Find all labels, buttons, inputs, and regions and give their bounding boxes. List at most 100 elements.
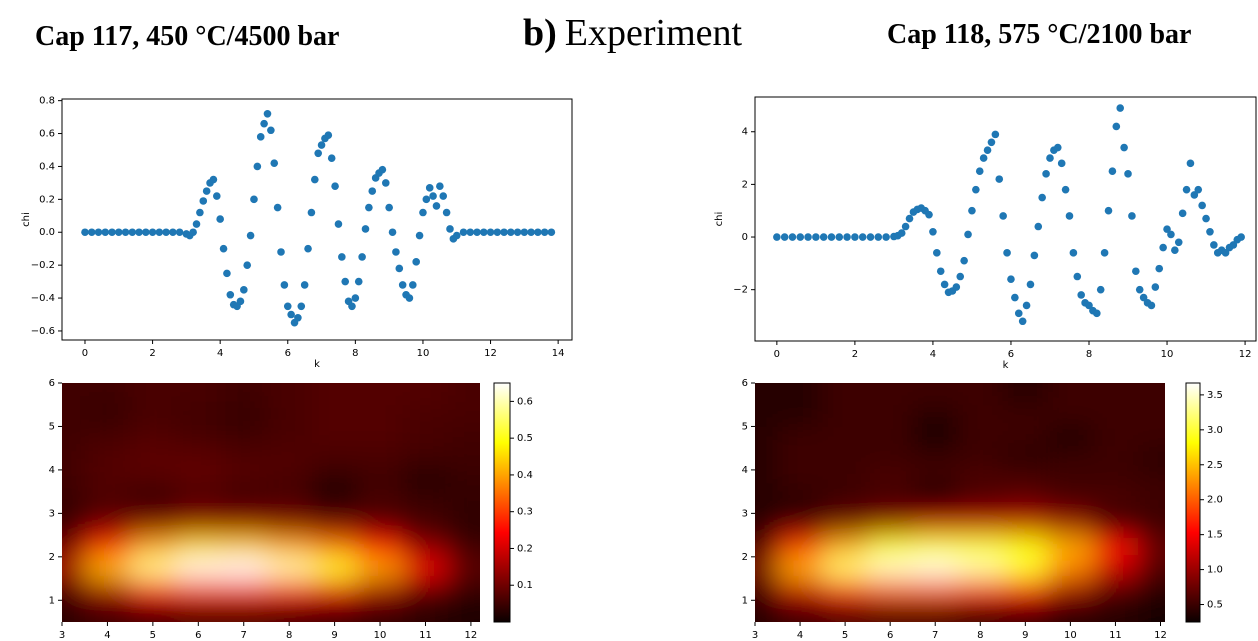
- y-tick-label: 0.6: [39, 129, 55, 140]
- y-tick-label: 6: [49, 378, 55, 389]
- heat-cell: [130, 578, 177, 601]
- point: [223, 269, 231, 278]
- heat-cell: [867, 578, 914, 601]
- heat-cell: [1092, 469, 1139, 493]
- point: [273, 203, 282, 212]
- heat-cell: [221, 556, 267, 580]
- point: [858, 233, 867, 241]
- heat-cell: [1047, 535, 1094, 558]
- point: [1229, 241, 1238, 249]
- x-tick-label: 14: [552, 348, 565, 359]
- y-tick-label: −2: [733, 285, 748, 296]
- point: [534, 228, 542, 237]
- x-tick-label: 4: [797, 630, 803, 641]
- point: [216, 215, 224, 223]
- point: [354, 277, 363, 286]
- heat-cell: [755, 578, 779, 601]
- heat-cell: [867, 404, 914, 427]
- heat-cell: [448, 535, 480, 558]
- point: [378, 165, 387, 174]
- y-axis-label: chi: [714, 212, 725, 227]
- heat-cell: [957, 448, 1004, 471]
- point: [263, 110, 272, 118]
- heat-cell: [1092, 600, 1139, 622]
- heat-cell: [957, 469, 1004, 493]
- heat-cell: [1002, 556, 1049, 580]
- point: [439, 192, 448, 200]
- heat-cell: [311, 404, 358, 427]
- x-tick-label: 0: [774, 349, 780, 360]
- axes-frame: [61, 98, 573, 341]
- point: [148, 228, 157, 237]
- heat-cell: [221, 383, 267, 406]
- point: [209, 175, 218, 184]
- x-axis-label: k: [314, 359, 320, 370]
- heat-cell: [221, 600, 267, 622]
- point: [412, 258, 420, 266]
- heat-cell: [1002, 426, 1049, 449]
- point: [267, 126, 275, 135]
- point: [415, 231, 424, 240]
- heat-cell: [311, 491, 358, 514]
- point: [219, 244, 228, 253]
- point: [94, 228, 103, 237]
- point: [283, 302, 292, 311]
- heat-cell: [1002, 404, 1049, 427]
- heat-cell: [130, 556, 177, 580]
- point: [432, 202, 441, 210]
- heat-cell: [448, 448, 480, 471]
- colorbar-tick-label: 2.5: [1207, 460, 1223, 471]
- x-tick-label: 10: [1064, 630, 1077, 641]
- point: [796, 233, 805, 241]
- point: [1022, 301, 1031, 310]
- point: [81, 228, 89, 237]
- heat-cell: [357, 578, 404, 601]
- point: [1104, 206, 1113, 215]
- point: [87, 228, 96, 237]
- heat-cell: [62, 383, 86, 406]
- heat-cell: [266, 469, 313, 493]
- y-tick-label: −0.4: [31, 293, 55, 304]
- heat-cell: [221, 578, 267, 601]
- colorbar: [493, 382, 511, 623]
- heat-cell: [221, 535, 267, 558]
- heat-cell: [175, 535, 222, 558]
- heat-cell: [62, 556, 86, 580]
- point: [358, 253, 366, 261]
- y-tick-label: 1: [49, 595, 55, 606]
- point: [429, 192, 437, 200]
- heat-cell: [175, 404, 222, 427]
- colorbar: [1185, 382, 1201, 623]
- point: [236, 297, 245, 306]
- point: [819, 233, 828, 241]
- colorbar-tick-label: 1.5: [1207, 530, 1223, 541]
- point: [1053, 143, 1062, 152]
- heat-cell: [84, 556, 131, 580]
- heat-cell: [1047, 600, 1094, 622]
- x-tick-label: 12: [465, 630, 478, 641]
- heat-cell: [1092, 556, 1139, 580]
- heat-cell: [912, 491, 959, 514]
- heat-cell: [266, 513, 313, 536]
- heat-cell: [755, 556, 779, 580]
- heat-cell: [448, 383, 480, 406]
- axes-frame: [754, 96, 1257, 342]
- y-axis-label: chi: [21, 212, 32, 227]
- heat-cell: [867, 448, 914, 471]
- right-title: Cap 118, 575 °C/2100 bar: [887, 19, 1191, 50]
- point: [1030, 251, 1039, 260]
- heat-cell: [175, 469, 222, 493]
- y-tick-label: 4: [742, 127, 748, 138]
- x-axis-label: k: [1003, 360, 1009, 371]
- heat-cell: [311, 448, 358, 471]
- heat-cell: [1092, 383, 1139, 406]
- heat-cell: [777, 404, 824, 427]
- y-tick-label: −0.6: [31, 326, 55, 337]
- heat-cell: [311, 513, 358, 536]
- y-tick-label: 3: [49, 508, 55, 519]
- heat-cell: [777, 448, 824, 471]
- point: [388, 228, 397, 237]
- point: [253, 162, 262, 171]
- panel-label: b): [523, 12, 557, 54]
- heat-cell: [867, 535, 914, 558]
